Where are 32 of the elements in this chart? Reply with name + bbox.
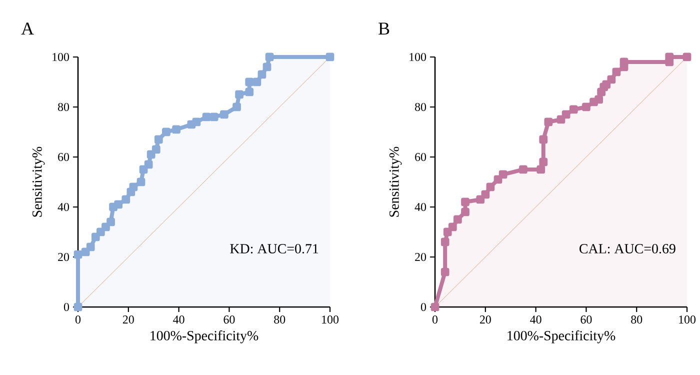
x-tick-label: 0 xyxy=(75,316,81,324)
x-tick-label: 40 xyxy=(173,316,184,324)
y-tick-label: 80 xyxy=(414,102,426,112)
y-tick-label: 0 xyxy=(420,302,426,312)
chart-title: A xyxy=(21,22,34,34)
x-tick-label: 40 xyxy=(530,316,542,324)
y-tick-label: 80 xyxy=(58,102,70,112)
y-axis-title: Sensitivity% xyxy=(389,146,402,217)
y-tick-label: 40 xyxy=(414,202,426,212)
x-tick-label: 60 xyxy=(580,316,592,324)
y-tick-label: 20 xyxy=(58,252,70,262)
x-tick-label: 60 xyxy=(224,316,235,324)
x-axis-title: 100%-Specificity% xyxy=(150,330,258,344)
x-axis-title: 100%-Specificity% xyxy=(508,330,616,344)
annotation: CAL: AUC=0.69 xyxy=(580,244,676,254)
annotation: KD: AUC=0.71 xyxy=(230,244,318,254)
y-tick-label: 40 xyxy=(58,202,70,212)
y-tick-label: 20 xyxy=(415,252,426,262)
x-tick-label: 100 xyxy=(679,316,696,324)
x-tick-label: 80 xyxy=(631,316,642,324)
y-tick-label: 100 xyxy=(52,52,70,62)
y-tick-label: 60 xyxy=(58,152,70,162)
chart-title: B xyxy=(378,22,390,35)
y-tick-label: 100 xyxy=(410,52,426,62)
x-tick-label: 20 xyxy=(122,316,134,324)
x-tick-label: 80 xyxy=(274,316,286,324)
y-axis-title: Sensitivity% xyxy=(32,146,45,217)
x-tick-label: 20 xyxy=(480,316,491,324)
y-tick-label: 0 xyxy=(64,302,70,312)
y-tick-label: 60 xyxy=(415,152,426,162)
x-tick-label: 100 xyxy=(322,316,339,324)
x-tick-label: 0 xyxy=(432,316,438,324)
